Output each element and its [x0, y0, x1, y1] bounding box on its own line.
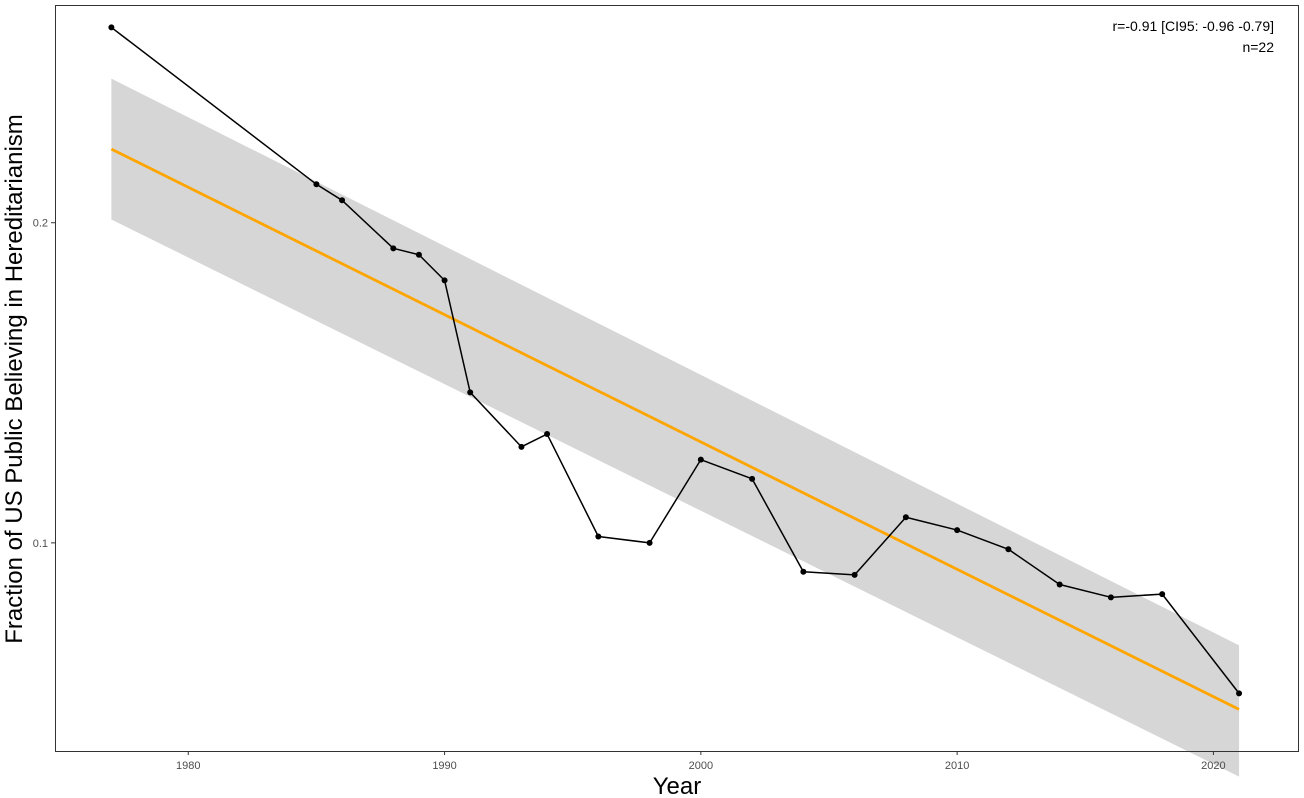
data-point — [902, 514, 909, 521]
confidence-band — [111, 78, 1240, 777]
x-tick-label: 2020 — [1201, 760, 1225, 772]
annotation-correlation: r=-0.91 [CI95: -0.96 -0.79] — [1113, 18, 1274, 34]
data-point — [595, 533, 602, 540]
data-point — [697, 456, 704, 463]
data-point — [339, 197, 346, 204]
y-axis-ticks: 0.1 0.2 — [33, 218, 55, 550]
data-point — [800, 568, 807, 575]
data-point — [954, 527, 961, 534]
data-point — [1236, 690, 1243, 697]
data-point — [108, 24, 115, 31]
data-point — [544, 431, 551, 438]
panel-border — [55, 5, 1299, 752]
x-tick-label: 1980 — [176, 760, 200, 772]
data-point — [646, 539, 653, 546]
data-point — [1107, 594, 1114, 601]
data-point — [415, 251, 422, 258]
data-point — [851, 571, 858, 578]
fit-line — [110, 147, 1240, 711]
data-point — [390, 245, 397, 252]
series-line — [110, 26, 1240, 694]
y-tick-label: 0.1 — [33, 538, 48, 550]
confidence-band-layer — [111, 78, 1240, 777]
x-tick-label: 2010 — [945, 760, 969, 772]
data-point — [1159, 591, 1166, 598]
data-point — [749, 475, 756, 482]
x-axis-ticks: 1980 1990 2000 2010 2020 — [176, 751, 1226, 772]
y-axis-title: Fraction of US Public Believing in Hered… — [1, 114, 28, 644]
x-axis-title: Year — [653, 773, 702, 798]
data-point — [441, 277, 448, 284]
y-tick-label: 0.2 — [33, 218, 48, 230]
x-tick-label: 1990 — [432, 760, 456, 772]
data-point — [313, 181, 320, 188]
data-point — [518, 443, 525, 450]
x-tick-label: 2000 — [689, 760, 713, 772]
data-point — [1056, 581, 1063, 588]
data-point — [467, 389, 474, 396]
annotation-sample-size: n=22 — [1242, 39, 1274, 55]
data-point — [1005, 546, 1012, 553]
series-layer — [108, 24, 1243, 697]
fit-line-layer — [110, 147, 1240, 711]
